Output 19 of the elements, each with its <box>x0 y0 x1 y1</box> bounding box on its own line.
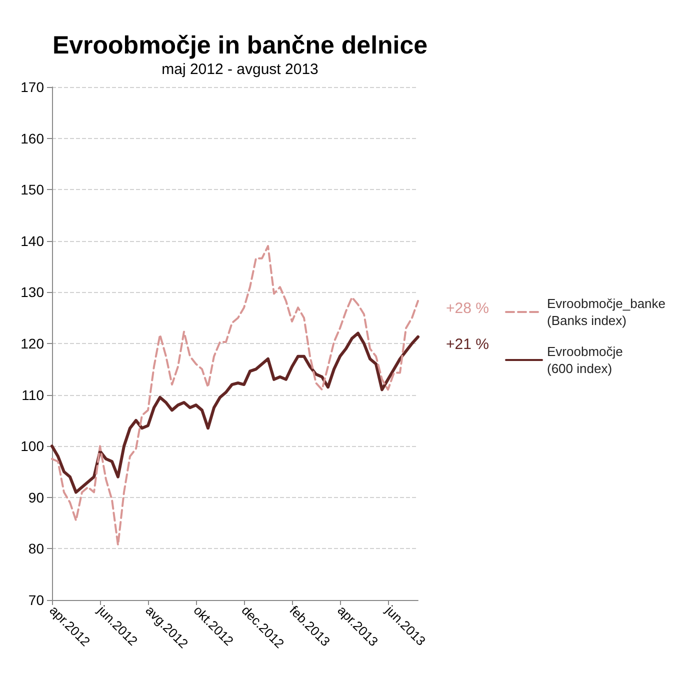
y-tick-label: 130 <box>20 284 44 300</box>
chart-subtitle: maj 2012 - avgust 2013 <box>162 61 318 78</box>
y-tick-label: 160 <box>20 130 44 146</box>
y-tick-label: 90 <box>28 489 44 506</box>
y-tick-label: 110 <box>22 386 44 403</box>
y-tick-label: 170 <box>20 79 44 95</box>
y-tick-label: 80 <box>28 540 44 557</box>
text: +21 % <box>446 336 489 353</box>
line-series <box>50 332 420 494</box>
y-tick-label: 100 <box>20 438 44 454</box>
text: +28 % <box>446 300 489 317</box>
y-tick-label: 70 <box>28 592 44 608</box>
legend-label: Evroobmočje_banke (Banks index) <box>547 296 666 328</box>
y-tick-label: 140 <box>20 232 44 249</box>
y-tick-label: 120 <box>20 336 44 352</box>
chart-title: Evroobmočje in bančne delnice <box>52 32 428 60</box>
y-tick-label: 150 <box>20 182 44 198</box>
line-series <box>51 245 419 546</box>
legend-label: Evroobmočje (600 index) <box>547 344 623 376</box>
